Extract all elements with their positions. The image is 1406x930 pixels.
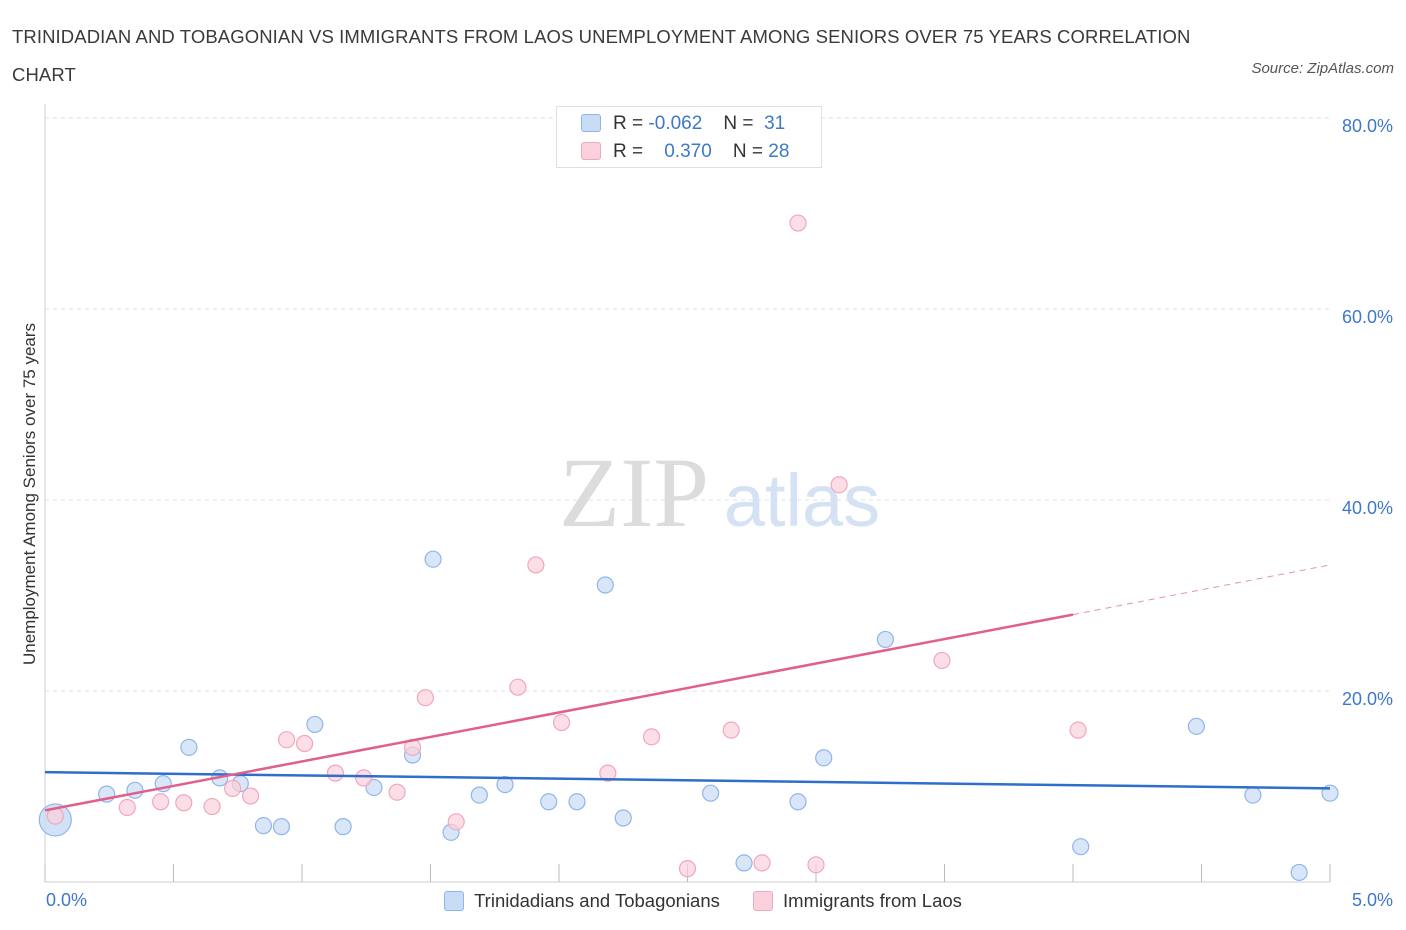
legend-swatch-pink bbox=[753, 891, 774, 911]
x-tick-label-max: 5.0% bbox=[1351, 890, 1393, 910]
x-tick-label-min: 0.0% bbox=[46, 890, 88, 910]
point-laos bbox=[118, 798, 136, 817]
series-legend: Trinidadians and Tobagonians Immigrants … bbox=[0, 890, 1406, 912]
watermark-atlas: atlas bbox=[724, 459, 880, 542]
legend-r-label: R = bbox=[613, 141, 644, 162]
point-trinidadian bbox=[1244, 786, 1262, 804]
point-trinidadian bbox=[470, 786, 488, 804]
point-laos bbox=[509, 678, 527, 696]
point-trinidadian bbox=[596, 576, 614, 594]
trend-line-trinidadian bbox=[44, 770, 1331, 790]
point-trinidadian bbox=[334, 818, 352, 836]
point-laos bbox=[152, 793, 170, 811]
trend-line-laos-extension bbox=[1072, 564, 1331, 616]
point-laos bbox=[355, 769, 373, 787]
point-laos bbox=[326, 764, 345, 782]
point-laos bbox=[933, 651, 951, 670]
point-trinidadian bbox=[126, 781, 144, 799]
legend-r-label: R = bbox=[613, 113, 644, 134]
point-laos bbox=[599, 764, 617, 782]
watermark: ZIP atlas bbox=[559, 437, 880, 548]
trend-lines bbox=[44, 564, 1331, 812]
data-points bbox=[38, 214, 1339, 882]
point-trinidadian bbox=[702, 784, 720, 802]
point-laos bbox=[722, 721, 740, 739]
trend-line-laos bbox=[44, 613, 1074, 812]
point-trinidadian bbox=[568, 793, 586, 811]
point-trinidadian bbox=[272, 818, 291, 836]
legend-swatch-blue bbox=[581, 114, 601, 132]
legend-n-label: N = bbox=[723, 113, 754, 134]
legend-item-trinidadian: Trinidadians and Tobagonians bbox=[444, 890, 720, 912]
legend-n-value: 31 bbox=[764, 113, 786, 134]
point-laos bbox=[295, 734, 314, 753]
point-trinidadian bbox=[496, 775, 514, 794]
legend-n-label: N = bbox=[732, 141, 769, 162]
point-trinidadian bbox=[815, 749, 833, 767]
legend-item-laos: Immigrants from Laos bbox=[753, 890, 962, 912]
legend-swatch-pink bbox=[581, 142, 601, 160]
chart-title: TRINIDADIAN AND TOBAGONIAN VS IMMIGRANTS… bbox=[12, 26, 1191, 85]
legend-n-value: 28 bbox=[768, 141, 790, 162]
point-laos bbox=[203, 797, 221, 816]
chart-source: Source: ZipAtlas.com bbox=[1251, 60, 1394, 77]
point-laos bbox=[753, 854, 771, 872]
grid-lines bbox=[45, 117, 1330, 692]
watermark-zip: ZIP bbox=[559, 437, 709, 548]
point-laos bbox=[789, 214, 807, 232]
point-trinidadian bbox=[1290, 863, 1308, 882]
legend-series-name: Trinidadians and Tobagonians bbox=[474, 890, 720, 911]
point-trinidadian bbox=[180, 738, 198, 756]
point-trinidadian bbox=[254, 817, 273, 835]
point-laos bbox=[830, 476, 848, 494]
point-trinidadian bbox=[424, 550, 442, 568]
point-trinidadian bbox=[614, 809, 632, 827]
point-trinidadian bbox=[1072, 838, 1090, 856]
y-tick-label: 40.0% bbox=[1341, 498, 1393, 518]
point-trinidadian bbox=[306, 715, 324, 734]
point-laos bbox=[388, 783, 406, 801]
point-laos bbox=[527, 556, 545, 574]
point-laos bbox=[242, 787, 260, 805]
legend-r-value: 0.370 bbox=[664, 141, 712, 162]
point-trinidadian bbox=[876, 630, 894, 649]
point-laos bbox=[175, 794, 193, 812]
point-trinidadian bbox=[1187, 717, 1205, 735]
point-laos bbox=[447, 813, 465, 831]
point-trinidadian bbox=[540, 793, 558, 811]
point-laos bbox=[224, 779, 242, 798]
y-tick-label: 20.0% bbox=[1341, 689, 1393, 709]
point-trinidadian bbox=[735, 854, 753, 872]
correlation-legend: R = -0.062 N = 31 R = 0.370 N = 28 bbox=[556, 106, 822, 168]
y-tick-label: 60.0% bbox=[1341, 307, 1393, 327]
point-laos bbox=[642, 728, 661, 746]
point-laos bbox=[678, 860, 697, 878]
legend-r-value: -0.062 bbox=[648, 113, 703, 134]
point-laos bbox=[1069, 721, 1087, 739]
legend-row-trinidadian: R = -0.062 N = 31 bbox=[581, 111, 785, 137]
legend-row-laos: R = 0.370 N = 28 bbox=[581, 139, 789, 165]
point-laos bbox=[416, 689, 434, 707]
point-laos bbox=[277, 731, 296, 749]
legend-series-name: Immigrants from Laos bbox=[783, 890, 962, 911]
point-laos bbox=[807, 856, 825, 874]
legend-swatch-blue bbox=[444, 891, 465, 911]
point-trinidadian bbox=[789, 793, 807, 811]
y-tick-label: 80.0% bbox=[1341, 116, 1393, 136]
point-laos bbox=[552, 713, 571, 732]
